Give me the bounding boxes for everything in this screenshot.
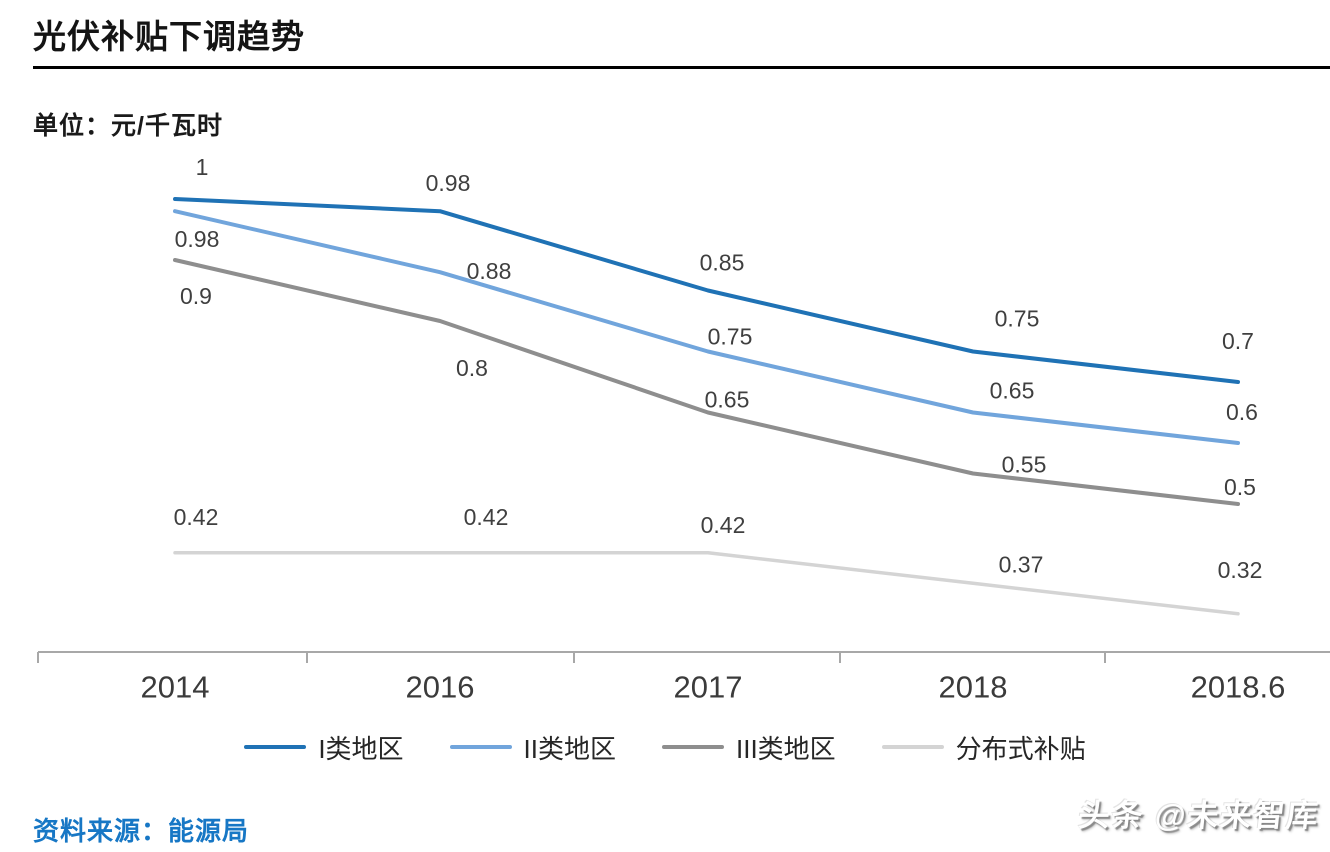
data-label-s1-p0: 0.98 [175, 226, 220, 252]
series-line-0 [173, 197, 1240, 384]
legend-label-region-2: II类地区 [523, 733, 616, 764]
x-axis-label-2014: 2014 [141, 670, 210, 705]
legend-label-distributed: 分布式补贴 [955, 733, 1086, 764]
data-label-s0-p2: 0.85 [700, 250, 745, 276]
legend-label-region-1: I类地区 [318, 733, 404, 764]
legend-item-distributed: 分布式补贴 [881, 729, 1086, 766]
x-axis-label-2018.6: 2018.6 [1191, 670, 1286, 705]
series-line-3 [173, 551, 1240, 616]
data-label-s1-p2: 0.75 [708, 324, 753, 350]
data-label-s2-p3: 0.55 [1002, 452, 1047, 478]
data-label-s3-p4: 0.32 [1218, 557, 1263, 583]
page-title: 光伏补贴下调趋势 [33, 18, 305, 55]
legend-swatch-region-2 [449, 745, 512, 749]
data-label-s3-p3: 0.37 [999, 551, 1044, 577]
data-label-s3-p0: 0.42 [174, 504, 219, 530]
data-label-s2-p1: 0.8 [456, 355, 488, 381]
legend-swatch-region-3 [662, 745, 724, 749]
data-label-s1-p4: 0.6 [1226, 399, 1258, 425]
chart-legend: I类地区 II类地区 III类地区 分布式补贴 [0, 728, 1330, 766]
data-label-s0-p3: 0.75 [995, 306, 1040, 332]
legend-swatch-distributed [881, 745, 944, 749]
data-label-s0-p4: 0.7 [1222, 328, 1254, 354]
data-label-s2-p0: 0.9 [180, 283, 212, 309]
legend-label-region-3: III类地区 [736, 733, 836, 764]
data-label-s0-p1: 0.98 [426, 170, 471, 196]
legend-item-region-3: III类地区 [662, 729, 836, 766]
legend-swatch-region-1 [244, 745, 307, 749]
series-line-2 [173, 258, 1240, 506]
data-label-s1-p1: 0.88 [467, 258, 512, 284]
x-axis-label-2016: 2016 [406, 670, 475, 705]
legend-item-region-2: II类地区 [449, 729, 616, 766]
x-axis-label-2017: 2017 [674, 670, 743, 705]
data-label-s0-p0: 1 [196, 154, 209, 180]
title-divider [33, 66, 1330, 69]
x-axis-label-2018: 2018 [939, 670, 1008, 705]
watermark-text: 头条 @未来智库 [1077, 798, 1322, 833]
data-label-s2-p4: 0.5 [1224, 474, 1256, 500]
data-label-s2-p2: 0.65 [705, 387, 750, 413]
series-line-1 [173, 209, 1240, 445]
data-label-s1-p3: 0.65 [990, 378, 1035, 404]
unit-label: 单位：元/千瓦时 [33, 112, 223, 140]
data-label-s3-p1: 0.42 [464, 504, 509, 530]
data-source-text: 资料来源：能源局 [33, 816, 250, 846]
legend-item-region-1: I类地区 [244, 729, 404, 766]
data-label-s3-p2: 0.42 [701, 512, 746, 538]
